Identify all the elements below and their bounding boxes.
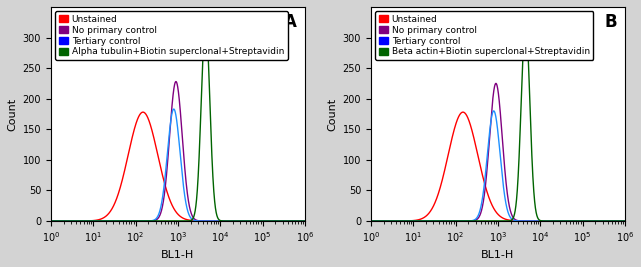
Legend: Unstained, No primary control, Tertiary control, Beta actin+Biotin superclonal+S: Unstained, No primary control, Tertiary … (376, 11, 594, 60)
Legend: Unstained, No primary control, Tertiary control, Alpha tubulin+Biotin superclona: Unstained, No primary control, Tertiary … (55, 11, 288, 60)
Y-axis label: Count: Count (327, 97, 337, 131)
X-axis label: BL1-H: BL1-H (162, 250, 194, 260)
Y-axis label: Count: Count (7, 97, 17, 131)
X-axis label: BL1-H: BL1-H (481, 250, 515, 260)
Text: B: B (604, 13, 617, 31)
Text: A: A (285, 13, 297, 31)
